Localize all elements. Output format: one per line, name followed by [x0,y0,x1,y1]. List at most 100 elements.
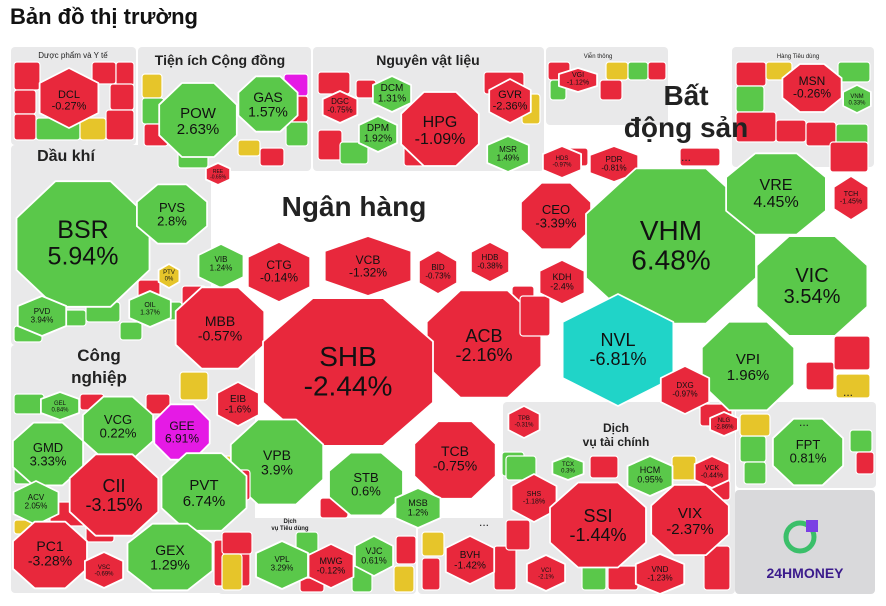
stock-cell-pc1[interactable]: PC1-3.28% [12,520,88,590]
stock-change: 6.48% [631,244,710,275]
stock-cell-vgi[interactable]: VGI-1.12% [558,67,598,93]
sector-label: Bất động sản [624,80,748,143]
stock-cell-vci[interactable]: VCI-2.1% [526,554,566,592]
stock-cell-tcb[interactable]: TCB-0.75% [413,420,497,500]
stock-cell-tpb[interactable]: TPB-0.31% [507,405,541,439]
stock-cell-hpg[interactable]: HPG-1.09% [400,91,480,167]
filler-cell [179,371,209,401]
stock-shape [323,235,413,297]
stock-cell-eib[interactable]: EIB-1.6% [216,381,260,427]
stock-ticker: VCI [541,568,551,574]
sector-label: Công nghiệp [71,346,127,387]
stock-change: -2.44% [304,370,393,401]
filler-cell [13,89,37,115]
stock-ticker: BVH [460,550,481,561]
stock-cell-dgc[interactable]: DGC-0.75% [321,90,359,124]
filler-cell [589,455,619,479]
stock-cell-vnd[interactable]: VND-1.23% [634,553,686,595]
stock-cell-nvl[interactable]: NVL-6.81% [561,293,675,407]
stock-ticker: PTV [163,270,175,276]
stock-change: -0.81% [601,163,626,172]
stock-cell-bid[interactable]: BID-0.73% [417,249,459,295]
stock-cell-nlg[interactable]: NLG-2.86% [709,411,739,437]
stock-cell-kdh[interactable]: KDH-2.4% [538,259,586,305]
stock-ticker: GEE [169,419,194,433]
stock-cell-vcb[interactable]: VCB-1.32% [323,235,413,297]
stock-ticker: PVT [189,477,218,494]
stock-cell-mbb[interactable]: MBB-0.57% [174,286,266,370]
stock-cell-shb[interactable]: SHB-2.44% [262,297,434,447]
stock-change: 5.94% [48,242,119,270]
stock-shape [507,405,541,439]
stock-cell-hdb[interactable]: HDB-0.38% [469,241,511,283]
stock-cell-bvh[interactable]: BVH-1.42% [444,535,496,585]
stock-cell-ree[interactable]: REE-0.65% [204,162,232,186]
stock-ticker: VCG [104,412,132,427]
stock-cell-ceo[interactable]: CEO-3.39% [520,181,592,251]
stock-change: -1.42% [454,561,486,572]
stock-ticker: TCB [441,443,469,459]
more-label[interactable]: ... [681,150,691,164]
stock-change: -2.36% [493,101,528,113]
stock-cell-ssi[interactable]: SSI-1.44% [549,481,647,569]
stock-ticker: ACB [465,326,502,346]
filler-cell [599,79,623,101]
stock-cell-vsc[interactable]: VSC-0.69% [84,551,124,589]
stock-cell-tch[interactable]: TCH-1.45% [832,175,870,221]
sector-label: Viễn thông [584,53,613,60]
stock-ticker: VND [652,565,669,574]
stock-cell-cii[interactable]: CII-3.15% [68,453,160,537]
stock-cell-ctg[interactable]: CTG-0.14% [246,241,312,303]
stock-ticker: PC1 [36,538,63,554]
stock-cell-pdr[interactable]: PDR-0.81% [588,145,640,183]
stock-cell-dxg[interactable]: DXG-0.97% [659,365,711,415]
stock-cell-msn[interactable]: MSN-0.26% [781,63,843,113]
more-label[interactable]: ... [799,415,809,429]
stock-cell-dcl[interactable]: DCL-0.27% [38,67,100,129]
stock-shape [135,183,209,245]
stock-ticker: TCH [844,191,858,198]
stock-cell-shs[interactable]: SHS-1.18% [510,473,558,523]
stock-change: 2.05% [25,501,48,510]
stock-change: 3.9% [261,462,293,478]
more-label[interactable]: ... [843,385,853,399]
stock-cell-gvr[interactable]: GVR-2.36% [488,78,532,124]
more-label[interactable]: ... [479,515,489,529]
stock-cell-acb[interactable]: ACB-2.16% [425,289,543,399]
stock-cell-vck[interactable]: VCK-0.44% [693,455,731,489]
stock-shape [229,418,325,506]
stock-cell-hds[interactable]: HDS-0.97% [542,145,582,179]
stock-change: 0.81% [790,451,827,466]
stock-cell-vix[interactable]: VIX-2.37% [650,483,730,556]
stock-cell-mwg[interactable]: MWG-0.12% [307,543,355,589]
